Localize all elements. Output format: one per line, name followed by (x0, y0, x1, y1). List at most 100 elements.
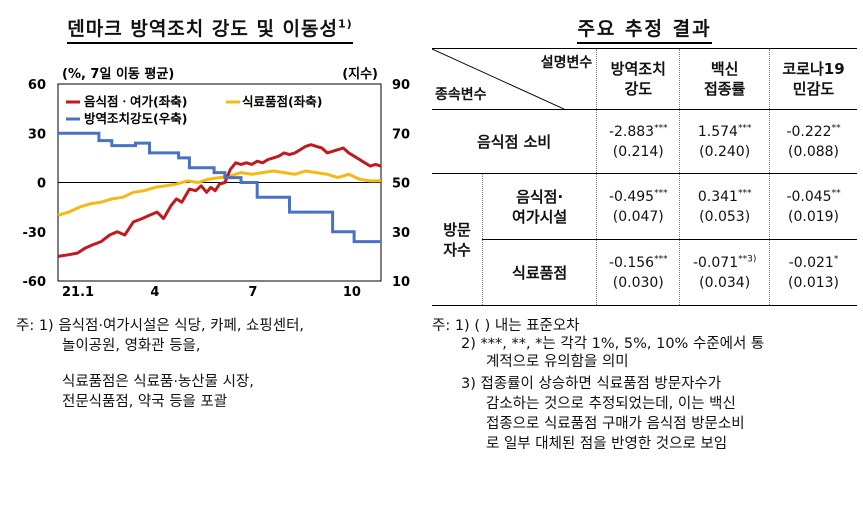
estimation-table: 설명변수 종속변수 방역조치 강도 백신 접종률 코로나19 민감도 음식점 소… (432, 48, 857, 306)
header-explanatory-var: 설명변수 (540, 55, 593, 71)
left-y-tick-label: -30 (23, 226, 47, 241)
cell-r1-c2: 1.574*** (0.240) (679, 109, 770, 174)
cell-r2-c3: -0.045** (0.019) (769, 173, 857, 240)
right-y-tick-label: 70 (392, 127, 410, 142)
std-error: (0.019) (788, 208, 840, 225)
std-error: (0.030) (612, 274, 664, 291)
coef: 1.574 (697, 123, 738, 140)
row-label-grocery: 식료품점 (481, 239, 597, 306)
sig: *** (737, 187, 752, 198)
col-header-covid-l1: 코로나19 (782, 60, 845, 78)
coef: -0.495 (608, 188, 655, 205)
sub-label-l1: 음식점· (516, 187, 564, 206)
coef: -2.883 (608, 123, 655, 140)
col-header-vaccine-l1: 백신 (710, 60, 739, 78)
right-note-3: 계적으로 유의함을 의미 (486, 354, 629, 370)
sig: *** (737, 122, 752, 133)
sig: *** (654, 122, 668, 133)
table-row: 음식점 소비 -2.883*** (0.214) 1.574*** (0.240… (432, 109, 857, 174)
series-line-grocery (57, 169, 381, 217)
table-row: 식료품점 -0.156*** (0.030) -0.071**3) (0.034… (432, 239, 857, 306)
col-header-stringency: 방역조치 강도 (596, 48, 680, 110)
std-error: (0.047) (612, 208, 664, 225)
group-label-l1: 방문 (443, 220, 471, 239)
x-tick-label: 21.1 (62, 285, 94, 300)
table-header-row: 설명변수 종속변수 방역조치 강도 백신 접종률 코로나19 민감도 (432, 48, 857, 110)
left-chart-title: 덴마크 방역조치 강도 및 이동성1) (40, 14, 380, 44)
left-y-tick-label: 60 (28, 78, 46, 93)
series-line-stringency (58, 131, 381, 244)
right-note-7: 로 일부 대체된 점을 반영한 것으로 보임 (486, 436, 728, 452)
right-note-6: 접종으로 식료품점 구매가 음식점 방문소비 (486, 416, 745, 432)
cell-r3-c1: -0.156*** (0.030) (596, 239, 680, 306)
left-y-tick-label: 0 (37, 177, 46, 192)
left-note-1: 주: 1) 음식점·여가시설은 식당, 카페, 쇼핑센터, (16, 318, 305, 334)
legend-label-restaurant: 음식점ㆍ여가(좌축) (84, 94, 187, 109)
row-label-restaurant-leisure: 음식점· 여가시설 (481, 173, 597, 240)
right-unit-label: (지수) (342, 67, 378, 82)
left-title-footnote: 1) (338, 17, 353, 31)
col-header-covid-l2: 민감도 (792, 80, 835, 98)
sig: ** (831, 122, 841, 133)
std-error: (0.053) (699, 208, 751, 225)
right-y-tick-label: 50 (392, 177, 410, 192)
right-note-4: 3) 접종률이 상승하면 식료품점 방문자수가 (461, 376, 722, 392)
right-table-title: 주요 추정 결과 (432, 14, 857, 44)
left-note-2: 놀이공원, 영화관 등을, (62, 338, 201, 354)
coef: -0.156 (608, 254, 655, 271)
row-group-label-visitors: 방문 자수 (432, 173, 483, 306)
coef: -0.021 (788, 254, 834, 271)
std-error: (0.013) (788, 274, 840, 291)
coef: -0.071 (692, 254, 739, 271)
sig: ** (831, 187, 841, 198)
right-y-tick-label: 30 (392, 226, 410, 241)
sig: *** (654, 187, 668, 198)
header-dependent-var: 종속변수 (435, 87, 487, 103)
col-header-vaccine: 백신 접종률 (679, 48, 770, 110)
coef: -0.045 (786, 188, 832, 205)
cell-r1-c3: -0.222** (0.088) (769, 109, 857, 174)
col-header-covid-sensitivity: 코로나19 민감도 (769, 48, 857, 110)
col-header-stringency-l2: 강도 (624, 80, 653, 98)
col-header-vaccine-l2: 접종률 (703, 80, 746, 98)
coef: -0.222 (786, 123, 832, 140)
sig: *** (654, 253, 668, 264)
right-y-tick-label: 10 (392, 275, 410, 290)
col-header-stringency-l1: 방역조치 (610, 60, 666, 78)
cell-r1-c1: -2.883*** (0.214) (596, 109, 680, 174)
std-error: (0.214) (612, 143, 664, 160)
right-note-1: 주: 1) ( ) 내는 표준오차 (432, 318, 580, 334)
x-tick-label: 10 (343, 285, 361, 300)
mobility-chart: (%, 7일 이동 평균) (지수) 60 30 0 -30 -60 90 70 50 30 1… (23, 66, 411, 300)
row-label-restaurant-spending: 음식점 소비 (432, 109, 597, 174)
sub-label-l2: 여가시설 (512, 207, 568, 226)
table-row: 방문 자수 음식점· 여가시설 -0.495*** (0.047) 0.341*… (432, 173, 857, 306)
left-note-4: 전문식품점, 약국 등을 포괄 (62, 394, 228, 410)
right-note-5: 감소하는 것으로 추정되었는데, 이는 백신 (486, 396, 736, 412)
coef: 0.341 (697, 188, 738, 205)
left-unit-label: (%, 7일 이동 평균) (62, 66, 174, 82)
series-line-restaurant (57, 143, 382, 258)
left-note-3: 식료품점은 식료품·농산물 시장, (62, 374, 254, 390)
right-title-text: 주요 추정 결과 (577, 18, 712, 44)
corner-header-cell: 설명변수 종속변수 (432, 48, 597, 110)
cell-r3-c3: -0.021* (0.013) (769, 239, 857, 306)
legend-label-stringency: 방역조치강도(우축) (84, 111, 187, 126)
left-y-tick-label: -60 (23, 275, 47, 290)
sig: * (833, 253, 839, 264)
right-y-tick-label: 90 (392, 78, 410, 93)
std-error: (0.034) (699, 274, 751, 291)
legend-label-grocery: 식료품점(좌축) (242, 94, 322, 109)
sig: **3) (738, 253, 757, 264)
std-error: (0.088) (788, 143, 840, 160)
x-tick-label: 4 (150, 285, 159, 300)
group-label-l2: 자수 (443, 240, 471, 259)
left-title-text: 덴마크 방역조치 강도 및 이동성 (67, 18, 338, 40)
cell-r2-c1: -0.495*** (0.047) (596, 173, 680, 240)
std-error: (0.240) (699, 143, 751, 160)
x-tick-label: 7 (248, 285, 257, 300)
left-y-tick-label: 30 (28, 127, 46, 142)
corner-diagonal (432, 49, 564, 109)
cell-r3-c2: -0.071**3) (0.034) (679, 239, 770, 306)
right-note-2: 2) ***, **, *는 각각 1%, 5%, 10% 수준에서 통 (461, 336, 765, 352)
